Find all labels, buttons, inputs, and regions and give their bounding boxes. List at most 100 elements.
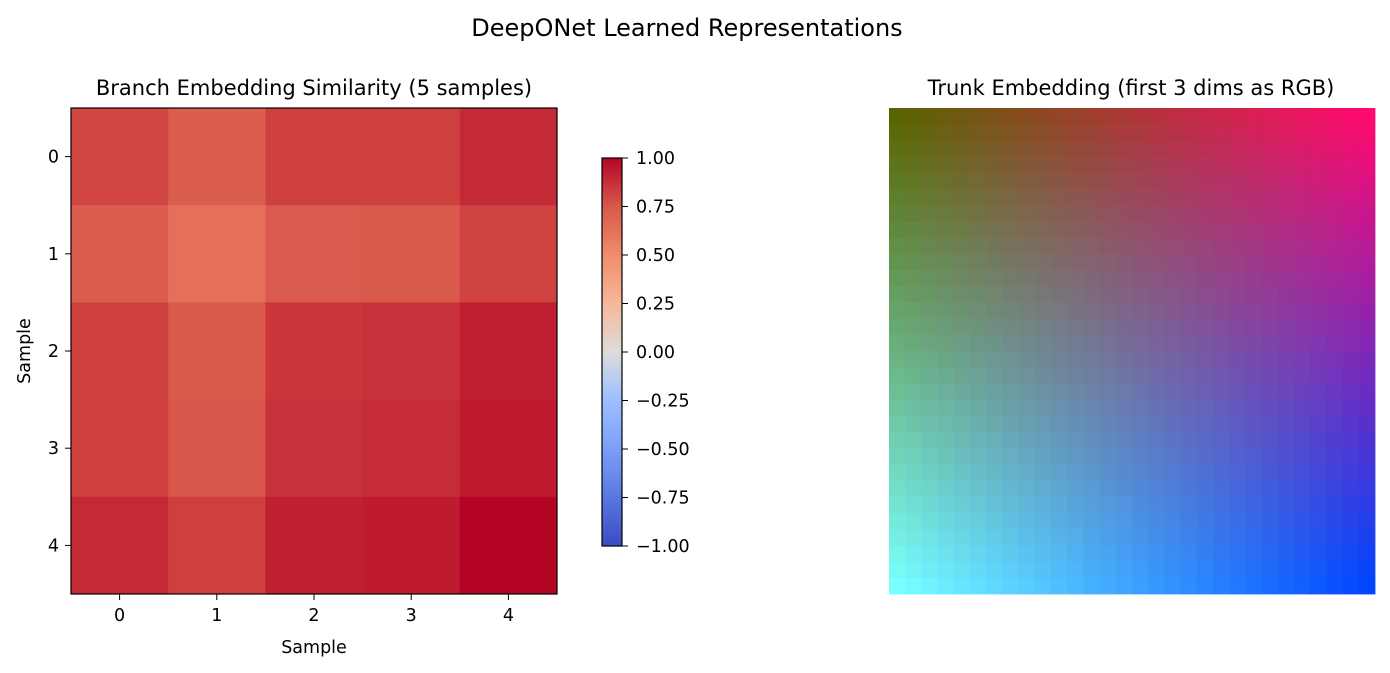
trunk-cell [889, 480, 906, 498]
trunk-cell [970, 286, 987, 303]
trunk-cell [1115, 415, 1133, 433]
trunk-cell [1148, 496, 1165, 514]
trunk-cell [970, 415, 987, 433]
trunk-cell [1034, 286, 1052, 303]
trunk-cell [1132, 415, 1149, 433]
trunk-cell [1034, 270, 1052, 287]
y-tick-label: 0 [48, 148, 59, 168]
trunk-cell [1034, 205, 1052, 222]
trunk-cell [1083, 351, 1100, 368]
trunk-cell [1196, 318, 1214, 336]
trunk-cell [1245, 367, 1262, 384]
trunk-cell [1051, 221, 1068, 238]
trunk-cell [905, 189, 922, 206]
trunk-cell [1310, 124, 1327, 141]
trunk-cell [1245, 221, 1262, 238]
trunk-cell [1342, 318, 1360, 336]
trunk-cell [1310, 302, 1327, 319]
trunk-cell [1180, 415, 1198, 433]
trunk-cell [1294, 432, 1311, 449]
trunk-cell [937, 399, 955, 417]
trunk-cell [937, 577, 955, 595]
trunk-cell [1067, 480, 1084, 498]
trunk-cell [986, 513, 1003, 530]
trunk-cell [889, 108, 906, 125]
trunk-cell [1067, 124, 1084, 141]
trunk-cell [1326, 189, 1343, 206]
trunk-cell [1229, 464, 1246, 481]
trunk-cell [1213, 383, 1230, 400]
trunk-cell [1099, 367, 1117, 384]
trunk-cell [1083, 318, 1100, 336]
trunk-cell [1164, 415, 1181, 433]
trunk-cell [1213, 108, 1230, 125]
trunk-cell [1358, 513, 1376, 530]
trunk-cell [970, 529, 987, 546]
trunk-cell [1277, 318, 1295, 336]
trunk-cell [970, 221, 987, 238]
trunk-cell [1018, 577, 1036, 595]
trunk-cell [1245, 140, 1262, 157]
trunk-cell [1277, 545, 1295, 562]
trunk-cell [1099, 140, 1117, 157]
trunk-cell [1099, 221, 1117, 238]
trunk-cell [1294, 205, 1311, 222]
trunk-cell [1213, 464, 1230, 481]
trunk-cell [1148, 432, 1165, 449]
trunk-cell [1245, 302, 1262, 319]
trunk-cell [1132, 108, 1149, 125]
trunk-cell [1067, 286, 1084, 303]
trunk-cell [889, 464, 906, 481]
trunk-cell [1229, 270, 1246, 287]
trunk-cell [1034, 302, 1052, 319]
trunk-cell [1132, 367, 1149, 384]
trunk-cell [1326, 286, 1343, 303]
trunk-cell [970, 302, 987, 319]
trunk-cell [1180, 480, 1198, 498]
trunk-cell [1067, 351, 1084, 368]
trunk-cell [1310, 545, 1327, 562]
trunk-cell [937, 561, 955, 579]
trunk-cell [921, 156, 938, 174]
trunk-cell [889, 302, 906, 319]
trunk-cell [1083, 415, 1100, 433]
trunk-cell [1034, 253, 1052, 271]
trunk-cell [953, 432, 971, 449]
trunk-cell [1261, 415, 1279, 433]
trunk-cell [986, 367, 1003, 384]
trunk-cell [1099, 351, 1117, 368]
trunk-cell [1083, 367, 1100, 384]
heatmap-cell [459, 108, 558, 206]
trunk-cell [1067, 399, 1084, 417]
trunk-cell [1018, 448, 1036, 465]
trunk-cell [1132, 189, 1149, 206]
trunk-cell [1310, 270, 1327, 287]
trunk-cell [1148, 383, 1165, 400]
trunk-cell [1342, 399, 1360, 417]
trunk-cell [1261, 205, 1279, 222]
trunk-cell [921, 448, 938, 465]
trunk-cell [1034, 124, 1052, 141]
trunk-cell [1326, 529, 1343, 546]
trunk-cell [1294, 367, 1311, 384]
trunk-cell [970, 237, 987, 255]
trunk-cell [1277, 172, 1295, 190]
trunk-cell [1083, 221, 1100, 238]
trunk-cell [1196, 334, 1214, 352]
trunk-cell [1115, 577, 1133, 595]
trunk-cell [905, 318, 922, 336]
trunk-cell [1213, 205, 1230, 222]
trunk-cell [1115, 513, 1133, 530]
trunk-cell [953, 205, 971, 222]
trunk-cell [1099, 529, 1117, 546]
trunk-cell [921, 205, 938, 222]
trunk-cell [986, 253, 1003, 271]
trunk-cell [1180, 432, 1198, 449]
trunk-cell [1034, 156, 1052, 174]
trunk-cell [1099, 415, 1117, 433]
trunk-cell [1245, 156, 1262, 174]
trunk-cell [1326, 124, 1343, 141]
trunk-cell [1083, 108, 1100, 125]
trunk-cell [1261, 172, 1279, 190]
trunk-cell [1148, 464, 1165, 481]
